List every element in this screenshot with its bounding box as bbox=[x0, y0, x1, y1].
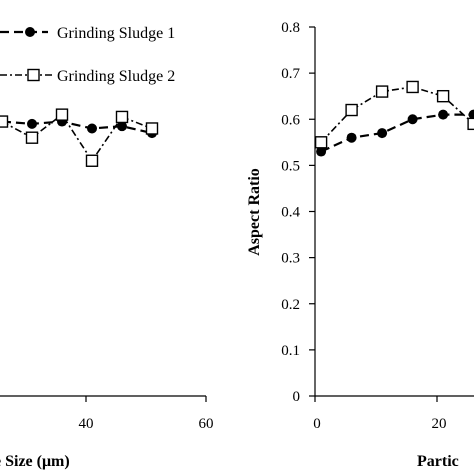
right-y-tick-label-3: 0.3 bbox=[281, 251, 300, 267]
right-y-axis-title: Aspect Ratio bbox=[246, 168, 263, 256]
legend-label-grinding-sludge-1: Grinding Sludge 1 bbox=[57, 25, 175, 42]
right-point-grinding-sludge-2-1 bbox=[345, 103, 358, 117]
left-point-grinding-sludge-2-3 bbox=[85, 154, 99, 167]
right-panel: 0 0.1 0.2 0.3 0.4 0.5 0.6 0.7 0.8 0 20 Partic As… bbox=[246, 20, 474, 470]
right-point-grinding-sludge-1-3 bbox=[407, 114, 418, 125]
right-point-grinding-sludge-2-2 bbox=[375, 85, 389, 98]
right-point-grinding-sludge-1-1 bbox=[346, 132, 357, 143]
right-x-tick-label-0: 0 bbox=[313, 416, 321, 432]
right-y-tick-label-2: 0.2 bbox=[281, 297, 300, 313]
left-point-grinding-sludge-1-4 bbox=[117, 121, 127, 132]
right-y-tick-label-1: 0.1 bbox=[281, 343, 300, 359]
right-y-tick-label-8: 0.8 bbox=[281, 20, 300, 36]
right-point-grinding-sludge-2-5 bbox=[467, 117, 474, 131]
legend: Grinding Sludge 1 Grinding Sludge 2 bbox=[0, 25, 175, 85]
legend-label-grinding-sludge-2: Grinding Sludge 2 bbox=[57, 68, 175, 85]
left-point-grinding-sludge-1-3 bbox=[87, 123, 97, 134]
right-y-tick-label-5: 0.5 bbox=[281, 158, 300, 174]
right-x-tick-label-20: 20 bbox=[432, 416, 447, 432]
right-y-ticks: 0 0.1 0.2 0.3 0.4 0.5 0.6 0.7 0.8 bbox=[281, 20, 315, 405]
left-point-grinding-sludge-2-2 bbox=[55, 108, 69, 121]
left-point-grinding-sludge-2-5 bbox=[145, 122, 159, 135]
right-point-grinding-sludge-2-3 bbox=[406, 80, 419, 94]
right-point-grinding-sludge-1-4 bbox=[438, 109, 449, 120]
left-x-axis-title: e Size (μm) bbox=[0, 453, 70, 470]
right-point-grinding-sludge-2-0 bbox=[314, 136, 328, 149]
left-point-grinding-sludge-2-0 bbox=[0, 115, 9, 128]
left-point-grinding-sludge-1-1 bbox=[27, 118, 37, 129]
left-series-line-grinding-sludge-2 bbox=[1, 113, 153, 163]
right-plot-area bbox=[314, 80, 474, 157]
right-y-tick-label-6: 0.6 bbox=[281, 112, 300, 128]
left-point-grinding-sludge-2-1 bbox=[25, 131, 39, 144]
left-panel: 40 60 e Size (μm) Grinding Sludge 1 Grin… bbox=[0, 25, 214, 470]
legend-marker-grinding-sludge-2 bbox=[27, 68, 40, 82]
right-series-line-grinding-sludge-1 bbox=[320, 113, 474, 153]
left-point-grinding-sludge-2-4 bbox=[115, 110, 129, 124]
right-point-grinding-sludge-2-4 bbox=[436, 89, 450, 103]
legend-entry-grinding-sludge-2: Grinding Sludge 2 bbox=[0, 68, 175, 85]
right-y-tick-label-4: 0.4 bbox=[281, 205, 300, 221]
left-plot-area bbox=[0, 108, 159, 167]
left-series-line-grinding-sludge-1 bbox=[1, 120, 153, 135]
right-y-tick-label-7: 0.7 bbox=[281, 66, 300, 82]
right-x-axis-title: Partic bbox=[417, 453, 459, 470]
legend-marker-grinding-sludge-1 bbox=[25, 27, 35, 37]
left-x-tick-label-60: 60 bbox=[199, 416, 214, 432]
right-point-grinding-sludge-1-5 bbox=[468, 109, 474, 120]
legend-entry-grinding-sludge-1: Grinding Sludge 1 bbox=[0, 25, 175, 42]
left-x-tick-label-40: 40 bbox=[79, 416, 94, 432]
right-y-tick-label-0: 0 bbox=[293, 389, 301, 405]
right-series-line-grinding-sludge-2 bbox=[320, 86, 474, 143]
right-point-grinding-sludge-1-0 bbox=[316, 146, 327, 157]
right-point-grinding-sludge-1-2 bbox=[377, 128, 388, 139]
